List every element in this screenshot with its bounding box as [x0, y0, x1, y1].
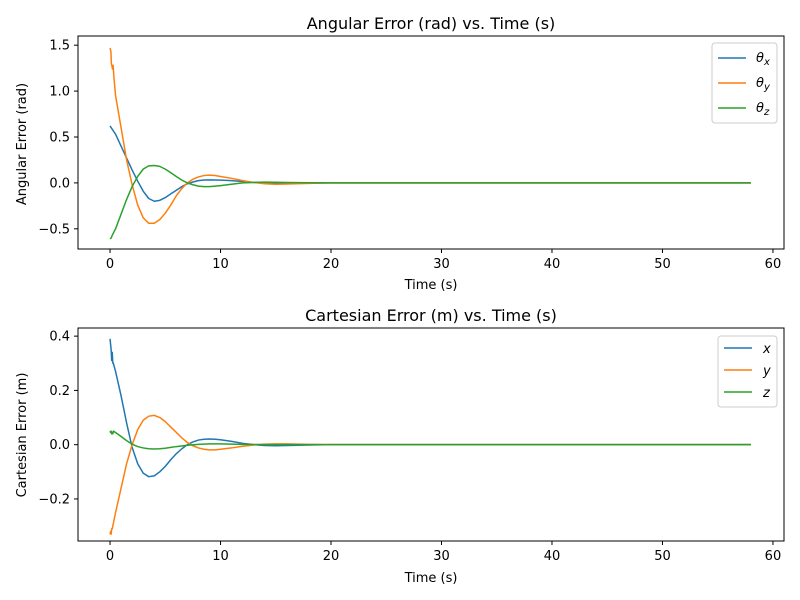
x-tick-label: 30	[433, 549, 450, 564]
series-layer	[109, 47, 751, 240]
legend-label-base: θ	[756, 51, 764, 66]
plot-area-frame	[77, 327, 785, 542]
series-layer	[109, 338, 751, 535]
y-tick-label: 0.5	[49, 130, 70, 145]
x-tick-label: 20	[323, 549, 340, 564]
plot-area-frame	[77, 35, 785, 250]
x-axis-label: Time (s)	[404, 571, 458, 586]
chart-title: Angular Error (rad) vs. Time (s)	[307, 14, 556, 33]
cartesian-error-chart: Cartesian Error (m) vs. Time (s) Time (s…	[15, 306, 785, 586]
x-tick-label: 50	[654, 257, 671, 272]
x-axis-label: Time (s)	[404, 278, 458, 293]
tick-layer: 0 10 20 30 40 50 60 −0.5 0.0 0.5 1.0 1.5	[38, 39, 781, 272]
legend-label-sub: x	[763, 57, 770, 68]
legend-label-sub: y	[763, 82, 771, 93]
y-tick-label: −0.2	[38, 492, 70, 507]
chart-title: Cartesian Error (m) vs. Time (s)	[305, 306, 557, 325]
legend-entry-y: y	[724, 364, 771, 379]
legend-box	[717, 335, 778, 408]
svg-text:θz: θz	[756, 101, 770, 118]
legend-entry-theta-y: θy	[718, 76, 771, 93]
series-line-3	[109, 430, 751, 450]
legend-entry-theta-x: θx	[718, 51, 770, 68]
y-tick-label: −0.5	[38, 222, 70, 237]
legend: x y z	[717, 335, 778, 408]
x-tick-label: 0	[106, 257, 114, 272]
y-axis-label: Cartesian Error (m)	[15, 373, 30, 498]
legend-label: z	[762, 386, 771, 401]
y-tick-label: 1.5	[49, 39, 70, 54]
legend-label-base: θ	[756, 101, 764, 116]
y-tick-label: 0.0	[49, 438, 70, 453]
legend: θx θy θz	[711, 42, 778, 124]
series-line-2	[109, 47, 751, 225]
legend-entry-x: x	[724, 342, 771, 357]
x-tick-label: 40	[544, 549, 561, 564]
legend-label: x	[762, 342, 771, 357]
angular-error-chart: Angular Error (rad) vs. Time (s) Time (s…	[15, 14, 785, 293]
y-tick-label: 0.2	[49, 384, 70, 399]
legend-label: y	[762, 364, 771, 379]
y-axis-label: Angular Error (rad)	[15, 83, 30, 205]
svg-text:θx: θx	[756, 51, 770, 68]
y-tick-label: 0.0	[49, 176, 70, 191]
legend-label-sub: z	[763, 107, 770, 118]
x-tick-label: 40	[544, 257, 561, 272]
legend-entry-z: z	[724, 386, 771, 401]
series-line-3	[109, 164, 751, 240]
y-tick-label: 0.4	[49, 330, 70, 345]
x-tick-label: 10	[212, 549, 229, 564]
legend-entry-theta-z: θz	[718, 101, 770, 118]
tick-layer: 0 10 20 30 40 50 60 −0.2 0.0 0.2 0.4	[38, 330, 781, 564]
legend-label-base: θ	[756, 76, 764, 91]
svg-text:θy: θy	[756, 76, 771, 93]
x-tick-label: 10	[212, 257, 229, 272]
x-tick-label: 20	[323, 257, 340, 272]
x-tick-label: 30	[433, 257, 450, 272]
x-tick-label: 0	[106, 549, 114, 564]
x-tick-label: 60	[765, 549, 782, 564]
x-tick-label: 50	[654, 549, 671, 564]
x-tick-label: 60	[765, 257, 782, 272]
y-tick-label: 1.0	[49, 85, 70, 100]
